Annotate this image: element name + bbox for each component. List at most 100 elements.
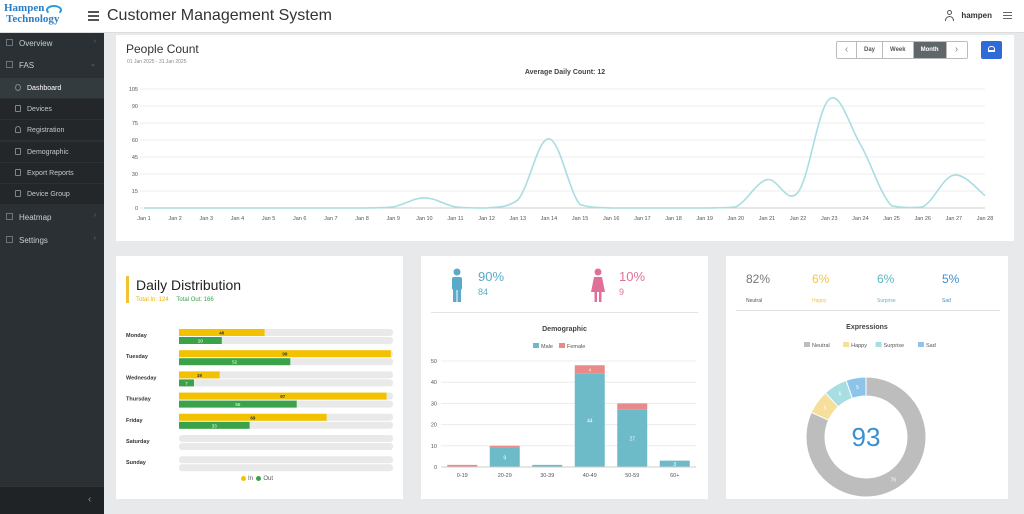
day-label: Sunday — [126, 460, 147, 466]
day-label: Tuesday — [126, 354, 149, 360]
y-tick-label: 0 — [434, 465, 437, 471]
bar-in-label: 69 — [250, 415, 256, 420]
sidebar-item-dashboard[interactable]: Dashboard — [0, 78, 104, 98]
sidebar-item-overview[interactable]: Overview › — [0, 33, 104, 53]
legend-male-label: Male — [541, 344, 553, 350]
day-label: Saturday — [126, 439, 150, 445]
bar-track-in — [179, 435, 393, 442]
bar-out-label: 52 — [232, 360, 238, 365]
month-button[interactable]: Month — [913, 42, 947, 58]
bar-out — [179, 421, 250, 429]
sidebar-item-demographic[interactable]: Demographic — [0, 142, 104, 162]
demographic-card: 90% 84 10% 9 Demographic Male Female 0 10 20… — [421, 256, 708, 499]
x-tick-label: Jan 5 — [262, 216, 275, 222]
bar-female — [617, 403, 648, 410]
notification-button[interactable] — [981, 41, 1002, 59]
y-tick-label: 105 — [129, 87, 138, 93]
sidebar-item-label: Demographic — [27, 149, 69, 156]
legend-label: Happy — [851, 343, 867, 349]
x-tick-label: Jan 12 — [478, 216, 495, 222]
sidebar-item-fas[interactable]: FAS ⌄ — [0, 55, 104, 75]
x-tick-label: 50-59 — [625, 473, 639, 479]
y-tick-label: 30 — [132, 172, 138, 178]
donut-slice-label: 6 — [824, 405, 827, 411]
bar-male-label: 27 — [629, 436, 635, 442]
x-tick-label: Jan 27 — [946, 216, 963, 222]
day-label: Monday — [126, 333, 148, 339]
y-tick-label: 0 — [135, 206, 138, 212]
next-period-button[interactable]: › — [946, 42, 967, 58]
x-tick-label: Jan 24 — [852, 216, 869, 222]
x-tick-label: 0-19 — [457, 473, 468, 479]
y-tick-label: 40 — [431, 380, 437, 386]
female-icon — [591, 268, 605, 302]
week-button[interactable]: Week — [883, 42, 914, 58]
sidebar-item-settings[interactable]: Settings › — [0, 230, 104, 250]
sidebar-item-label: Device Group — [27, 191, 70, 198]
x-tick-label: Jan 23 — [821, 216, 838, 222]
more-menu-icon[interactable] — [1003, 12, 1012, 20]
happy-label: Happy — [812, 298, 827, 304]
sidebar-item-label: Registration — [27, 127, 65, 134]
sidebar-item-export-reports[interactable]: Export Reports — [0, 163, 104, 183]
sidebar-item-device-group[interactable]: Device Group — [0, 184, 104, 204]
demographic-chart-title: Demographic — [542, 326, 587, 333]
people-count-title: People Count — [126, 42, 199, 56]
company-logo[interactable]: Hampen Technology — [4, 3, 78, 29]
sidebar-item-registration[interactable]: Registration — [0, 120, 104, 140]
day-label: Friday — [126, 418, 143, 424]
bar-male — [532, 464, 563, 467]
donut-slice-label: 6 — [839, 392, 842, 398]
bar-in-label: 40 — [219, 331, 225, 336]
daily-distribution-title: Daily Distribution — [136, 277, 242, 293]
bar-in — [179, 329, 265, 336]
in-dot — [241, 476, 246, 481]
username[interactable]: hampen — [961, 11, 992, 20]
x-tick-label: Jan 18 — [665, 216, 682, 222]
x-tick-label: Jan 16 — [603, 216, 620, 222]
date-range: 01 Jan 2025 - 31 Jan 2025 — [127, 59, 187, 65]
x-tick-label: 40-49 — [583, 473, 597, 479]
bar-female — [447, 464, 478, 467]
x-tick-label: Jan 20 — [728, 216, 745, 222]
surprise-label: Surprise — [877, 298, 896, 304]
people-count-card: People Count 01 Jan 2025 - 31 Jan 2025 ‹… — [116, 35, 1014, 241]
logo-line2: Technology — [6, 13, 60, 25]
y-tick-label: 60 — [132, 138, 138, 144]
x-tick-label: Jan 14 — [541, 216, 558, 222]
legend-in: In — [248, 476, 254, 483]
legend-label: Neutral — [812, 343, 830, 349]
y-tick-label: 50 — [431, 359, 437, 365]
day-button[interactable]: Day — [857, 42, 884, 58]
bar-out — [179, 379, 194, 387]
sad-label: Sad — [942, 298, 951, 304]
x-tick-label: Jan 8 — [355, 216, 368, 222]
sidebar-item-devices[interactable]: Devices — [0, 99, 104, 119]
bar-male — [617, 409, 648, 467]
x-tick-label: Jan 9 — [386, 216, 399, 222]
x-tick-label: Jan 3 — [200, 216, 213, 222]
x-tick-label: Jan 7 — [324, 216, 337, 222]
donut-total: 93 — [852, 422, 881, 452]
legend-swatch — [918, 342, 924, 347]
expressions-chart-title: Expressions — [846, 324, 888, 331]
bar-out — [179, 337, 222, 344]
donut-slice-neutral — [805, 376, 927, 498]
prev-period-button[interactable]: ‹ — [837, 42, 857, 58]
day-label: Thursday — [126, 397, 152, 403]
male-percentage: 90% — [478, 269, 505, 284]
overview-icon — [6, 39, 13, 46]
menu-toggle-icon[interactable] — [88, 11, 99, 21]
bar-in — [179, 413, 327, 421]
legend-swatch — [875, 342, 882, 347]
sidebar-item-heatmap[interactable]: Heatmap › — [0, 207, 104, 227]
divider — [736, 310, 1000, 311]
donut-slice-label: 76 — [891, 477, 897, 483]
male-count: 84 — [478, 287, 489, 297]
user-icon[interactable] — [944, 10, 954, 21]
x-tick-label: Jan 6 — [293, 216, 306, 222]
legend-swatch — [804, 342, 810, 347]
sidebar-item-label: Devices — [27, 106, 52, 113]
collapse-sidebar-icon[interactable]: ‹ — [88, 494, 92, 505]
